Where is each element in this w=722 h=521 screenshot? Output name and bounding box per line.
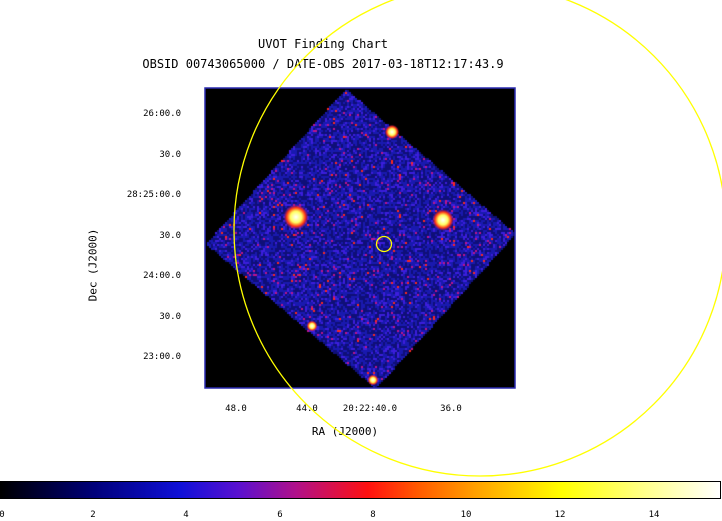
dec-tick-6: 30.0 (159, 312, 181, 322)
dec-tick-4: 30.0 (159, 231, 181, 241)
dec-tick-5: 24:00.0 (143, 271, 181, 281)
y-axis-label: Dec (J2000) (86, 228, 100, 302)
ra-tick-4: 36.0 (440, 404, 462, 414)
dec-tick-1: 26:00.0 (143, 109, 181, 119)
colorbar-tick-2: 2 (90, 510, 96, 520)
uvot-image (205, 88, 515, 388)
colorbar-tick-0: 0 (0, 510, 5, 520)
colorbar-tick-8: 8 (370, 510, 376, 520)
dec-tick-3: 28:25:00.0 (126, 190, 181, 200)
ra-tick-3: 20:22:40.0 (342, 404, 398, 414)
chart-title: UVOT Finding Chart (257, 37, 389, 51)
dec-tick-2: 30.0 (159, 150, 181, 160)
colorbar-tick-4: 4 (183, 510, 189, 520)
chart-subtitle: OBSID 00743065000 / DATE-OBS 2017-03-18T… (142, 57, 504, 71)
colorbar-tick-12: 12 (554, 510, 566, 520)
dec-tick-7: 23:00.0 (143, 352, 181, 362)
ra-tick-1: 48.0 (225, 404, 247, 414)
x-axis-label: RA (J2000) (311, 425, 379, 438)
colorbar (0, 481, 721, 499)
colorbar-tick-14: 14 (648, 510, 660, 520)
colorbar-tick-10: 10 (460, 510, 472, 520)
colorbar-tick-6: 6 (277, 510, 283, 520)
ra-tick-2: 44.0 (296, 404, 318, 414)
